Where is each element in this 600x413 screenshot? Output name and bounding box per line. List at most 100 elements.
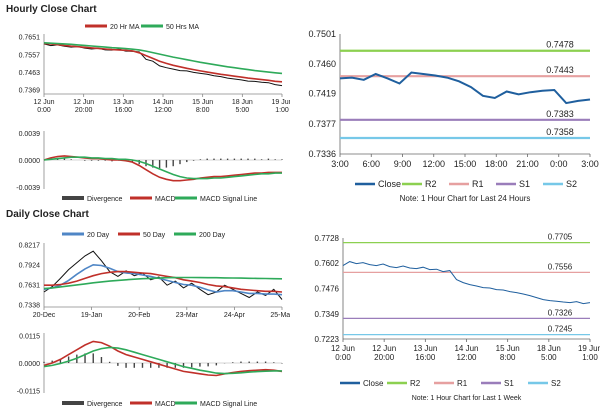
close-line [339, 71, 591, 105]
level-s2-label: 0.7245 [548, 325, 573, 334]
y-tick-label: 0.0000 [19, 158, 41, 165]
level-s2-label: 0.7358 [546, 127, 574, 137]
y-tick-label: 0.0039 [19, 131, 41, 138]
y-tick-label: 0.7369 [19, 88, 41, 95]
legend-s2-label: S2 [566, 179, 577, 189]
legend-divergence-label: Divergence [87, 401, 123, 408]
macd-signal-line [43, 156, 282, 180]
legend-close-label: Close [378, 179, 401, 189]
x-tick-label: 3:00 [581, 159, 599, 169]
y-tick-label: 0.7336 [308, 149, 336, 159]
20-day-line [43, 263, 283, 296]
legend-divergence-swatch [62, 401, 84, 405]
legend-r1-label: R1 [472, 179, 484, 189]
close-line [342, 261, 591, 305]
legend-50-hrs-ma-label: 50 Hrs MA [166, 24, 199, 31]
x-tick-label: 12 Jun 20:00 [73, 99, 94, 114]
20-hr-ma-line [43, 42, 283, 83]
y-tick-label: -0.0039 [16, 185, 40, 192]
x-tick-label: 15 Jun 8:00 [496, 344, 520, 362]
chart-note: Note: 1 Hour Chart for Last 1 Week [412, 395, 522, 402]
legend-divergence-swatch [62, 196, 84, 200]
y-tick-label: 0.0115 [19, 333, 40, 340]
hourly-levels-chart: 0.7501 0.7460 0.7419 0.7377 0.7336 0.7478 0.74… [308, 29, 599, 203]
macd-line [43, 340, 283, 377]
macd-line [43, 155, 282, 182]
y-tick-label: 0.7463 [19, 70, 41, 77]
legend-macd-signal-line-label: MACD Signal Line [200, 196, 257, 203]
hourly-price-chart: 0.7651 0.7557 0.7463 0.7369 12 Jun 0:00 12 Jun… [19, 24, 290, 114]
legend-s1-label: S1 [504, 379, 514, 388]
x-tick-label: 14 Jun 12:00 [454, 344, 478, 362]
x-tick-label: 12 Jun 0:00 [33, 99, 54, 114]
x-tick-label: 6:00 [362, 159, 380, 169]
y-tick-label: 0.7501 [308, 29, 336, 39]
x-tick-label: 23-Mar [176, 312, 199, 319]
chart-note: Note: 1 Hour Chart for Last 24 Hours [400, 194, 531, 203]
x-tick-label: 20-Feb [128, 312, 150, 319]
legend-r2-label: R2 [425, 179, 437, 189]
y-tick-label: 0.7557 [19, 52, 41, 59]
x-tick-label: 15 Jun 8:00 [192, 99, 213, 114]
y-tick-label: 0.7338 [19, 302, 41, 309]
price-line [43, 43, 283, 87]
legend-macd-label: MACD [155, 196, 176, 203]
level-s1-label: 0.7383 [546, 109, 574, 119]
daily-section-title: Daily Close Chart [6, 209, 89, 220]
x-tick-label: 18 Jun 5:00 [232, 99, 253, 114]
price-line [43, 250, 283, 300]
level-r2-label: 0.7705 [548, 233, 573, 242]
legend-divergence-label: Divergence [87, 196, 123, 203]
y-tick-label: 0.8217 [19, 243, 41, 250]
y-tick-label: 0.7924 [19, 263, 41, 270]
x-tick-label: 0:00 [550, 159, 568, 169]
y-tick-label: 0.7460 [308, 59, 336, 69]
x-tick-label: 24-Apr [224, 312, 246, 319]
x-tick-label: 13 Jun 16:00 [413, 344, 437, 362]
x-tick-label: 9:00 [394, 159, 412, 169]
x-tick-label: 12 Jun 20:00 [372, 344, 396, 362]
x-tick-label: 14 Jun 12:00 [152, 99, 173, 114]
x-tick-label: 18 Jun 5:00 [537, 344, 561, 362]
daily-price-chart: 0.8217 0.7924 0.7631 0.7338 20-Dec 19-Jan 20-F… [19, 232, 290, 319]
x-tick-label: 12:00 [422, 159, 445, 169]
legend-close-label: Close [363, 379, 384, 388]
y-tick-label: 0.7476 [315, 284, 340, 293]
y-tick-label: -0.0115 [17, 389, 40, 396]
level-s1-label: 0.7326 [548, 308, 573, 317]
x-tick-label: 18:00 [485, 159, 508, 169]
daily-macd-chart: 0.0115 0.0000 -0.0115 Divergence MACD MACD Si… [17, 333, 283, 408]
x-tick-label: 25-May [270, 312, 290, 319]
x-tick-label: 19-Jan [81, 312, 103, 319]
level-r1-label: 0.7556 [548, 262, 573, 271]
legend-macd-signal-line-label: MACD Signal Line [200, 401, 257, 408]
y-tick-label: 0.0000 [19, 361, 41, 368]
y-tick-label: 0.7602 [315, 259, 340, 268]
y-tick-label: 0.7223 [315, 335, 340, 344]
level-r1-label: 0.7443 [546, 65, 574, 75]
y-tick-label: 0.7651 [19, 35, 41, 42]
legend-r1-label: R1 [457, 379, 468, 388]
macd-signal-line [43, 346, 282, 375]
200-day-line [43, 276, 283, 290]
x-tick-label: 20-Dec [33, 312, 56, 319]
x-tick-label: 13 Jun 16:00 [113, 99, 134, 114]
legend-50-day-label: 50 Day [143, 232, 166, 239]
legend-s1-label: S1 [519, 179, 530, 189]
x-tick-label: 15:00 [454, 159, 477, 169]
legend-macd-label: MACD [155, 401, 176, 408]
y-tick-label: 0.7419 [308, 89, 336, 99]
legend-20-hr-ma-label: 20 Hr MA [110, 24, 140, 31]
y-tick-label: 0.7631 [19, 282, 41, 289]
x-tick-label: 12 Jun 0:00 [331, 344, 355, 362]
50-hrs-ma-line [43, 42, 283, 75]
y-tick-label: 0.7377 [308, 119, 336, 129]
x-tick-label: 3:00 [331, 159, 349, 169]
x-tick-label: 21:00 [516, 159, 539, 169]
legend-r2-label: R2 [410, 379, 421, 388]
y-tick-label: 0.7349 [315, 310, 340, 319]
hourly-macd-chart: 0.0039 0.0000 -0.0039 Divergence MACD MACD Si… [16, 131, 283, 203]
50-day-line [44, 270, 283, 293]
